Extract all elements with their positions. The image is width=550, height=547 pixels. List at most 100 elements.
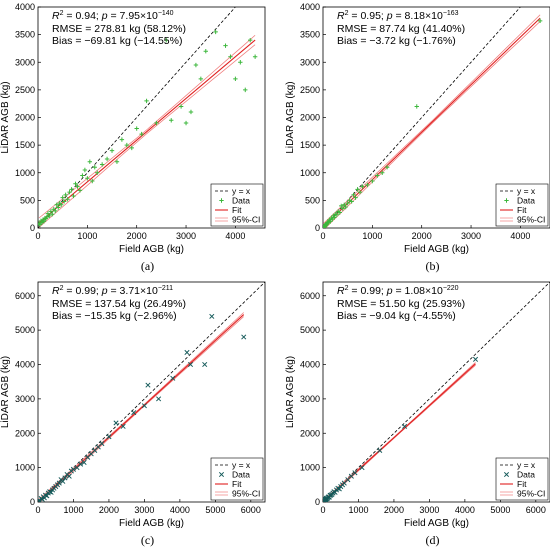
data-point — [342, 202, 347, 207]
data-point — [54, 202, 59, 207]
data-point — [44, 214, 50, 220]
data-point — [90, 178, 95, 184]
y-axis-label: LiDAR AGB (kg) — [285, 356, 296, 428]
y-tick-label: 3500 — [300, 30, 320, 40]
stats-fragment: 2 — [60, 285, 64, 292]
identity-line — [38, 7, 236, 228]
chart-panel-a: 0 1000 2000 3000 4000 0 500 1000 1500 2000 2500 300… — [0, 2, 266, 273]
stats-fragment: 2 — [345, 10, 349, 17]
data-point — [537, 18, 543, 24]
stats-fragment: = 0.95; — [349, 10, 387, 22]
stats-fragment: 2 — [60, 10, 64, 17]
data-point — [48, 489, 54, 495]
legend-label-fit: Fit — [232, 205, 242, 215]
legend-data-swatch — [503, 471, 510, 478]
data-point — [82, 167, 88, 173]
data-point — [106, 434, 112, 440]
stats-line-r2-p: R2 = 0.94; p = 7.95×10−140 — [52, 10, 174, 22]
stats-fragment: −220 — [443, 285, 459, 292]
y-tick-label: 2000 — [15, 428, 35, 438]
data-point — [203, 49, 208, 54]
data-point — [87, 159, 93, 164]
stats-fragment: p — [386, 285, 393, 297]
y-tick-label: 6000 — [15, 291, 35, 301]
data-point — [41, 219, 47, 224]
data-point — [58, 202, 64, 207]
data-point — [233, 76, 238, 82]
axes-frame — [37, 281, 266, 503]
data-point — [67, 189, 72, 195]
data-point — [384, 165, 390, 170]
data-point — [131, 410, 137, 416]
data-point — [472, 356, 479, 362]
data-point — [357, 189, 363, 195]
stats-line-rmse: RMSE = 137.54 kg (26.49%) — [52, 298, 186, 310]
data-point — [71, 193, 76, 199]
y-tick-label: 0 — [315, 497, 320, 507]
data-point — [349, 199, 354, 204]
data-point — [85, 176, 90, 181]
y-tick-label: 2000 — [300, 428, 320, 438]
data-point — [365, 182, 370, 188]
y-tick-label: 1000 — [15, 463, 35, 473]
data-point — [65, 197, 70, 202]
x-tick-label: 5000 — [490, 505, 510, 515]
identity-line — [323, 7, 521, 228]
plot-area — [38, 282, 265, 502]
x-tick-label: 5000 — [205, 505, 225, 515]
data-point — [164, 37, 169, 43]
legend-label-ci: 95%-CI — [517, 489, 545, 499]
data-point — [169, 118, 174, 123]
data-point — [360, 184, 365, 189]
data-point — [104, 156, 110, 162]
data-point — [332, 489, 338, 495]
data-point — [183, 120, 189, 126]
stats-fragment: = 0.99; — [349, 285, 387, 297]
x-tick-label: 4000 — [225, 231, 245, 241]
data-point — [61, 199, 67, 204]
x-tick-label: 4000 — [170, 505, 190, 515]
y-tick-label: 0 — [315, 223, 320, 233]
data-point — [47, 213, 52, 219]
data-point — [187, 361, 194, 368]
stats-fragment: = 8.18×10 — [393, 10, 443, 22]
stats-fragment: = 3.71×10 — [108, 285, 158, 297]
data-point — [359, 465, 365, 471]
y-axis-label: LiDAR AGB (kg) — [0, 356, 11, 428]
legend-data-swatch — [219, 198, 224, 203]
y-tick-label: 3000 — [300, 57, 320, 67]
x-tick-label: 4000 — [510, 231, 530, 241]
data-point — [202, 361, 208, 368]
data-point — [247, 37, 253, 43]
x-tick-label: 6000 — [241, 505, 261, 515]
data-point — [56, 480, 62, 486]
data-point — [63, 192, 68, 198]
stats-fragment: −140 — [158, 10, 174, 17]
legend-data-swatch — [504, 198, 509, 203]
legend-label-fit: Fit — [232, 479, 242, 489]
x-tick-label: 2000 — [99, 505, 119, 515]
y-tick-label: 1000 — [300, 168, 320, 178]
ci-upper-line — [323, 362, 476, 501]
stats-fragment: R — [52, 10, 60, 22]
data-point — [73, 181, 78, 186]
stats-fragment: R — [52, 285, 60, 297]
y-axis-label: LiDAR AGB (kg) — [285, 81, 296, 153]
y-tick-label: 0 — [30, 497, 35, 507]
y-tick-label: 1000 — [300, 463, 320, 473]
panel-label: (b) — [426, 259, 440, 273]
legend-label-data: Data — [232, 196, 250, 206]
stats-line-bias: Bias = −15.35 kg (−2.96%) — [52, 310, 177, 322]
stats-fragment: = 7.95×10 — [108, 10, 158, 22]
data-point — [228, 54, 233, 59]
data-point — [119, 137, 125, 142]
x-tick-label: 1000 — [348, 505, 368, 515]
stats-line-bias: Bias = −69.81 kg (−14.55%) — [52, 35, 182, 47]
stats-fragment: R — [337, 10, 345, 22]
y-tick-label: 5000 — [300, 325, 320, 335]
y-tick-label: 6000 — [300, 291, 320, 301]
data-point — [213, 29, 218, 35]
stats-fragment: = 0.94; — [64, 10, 102, 22]
stats-fragment: = 0.99; — [64, 285, 102, 297]
